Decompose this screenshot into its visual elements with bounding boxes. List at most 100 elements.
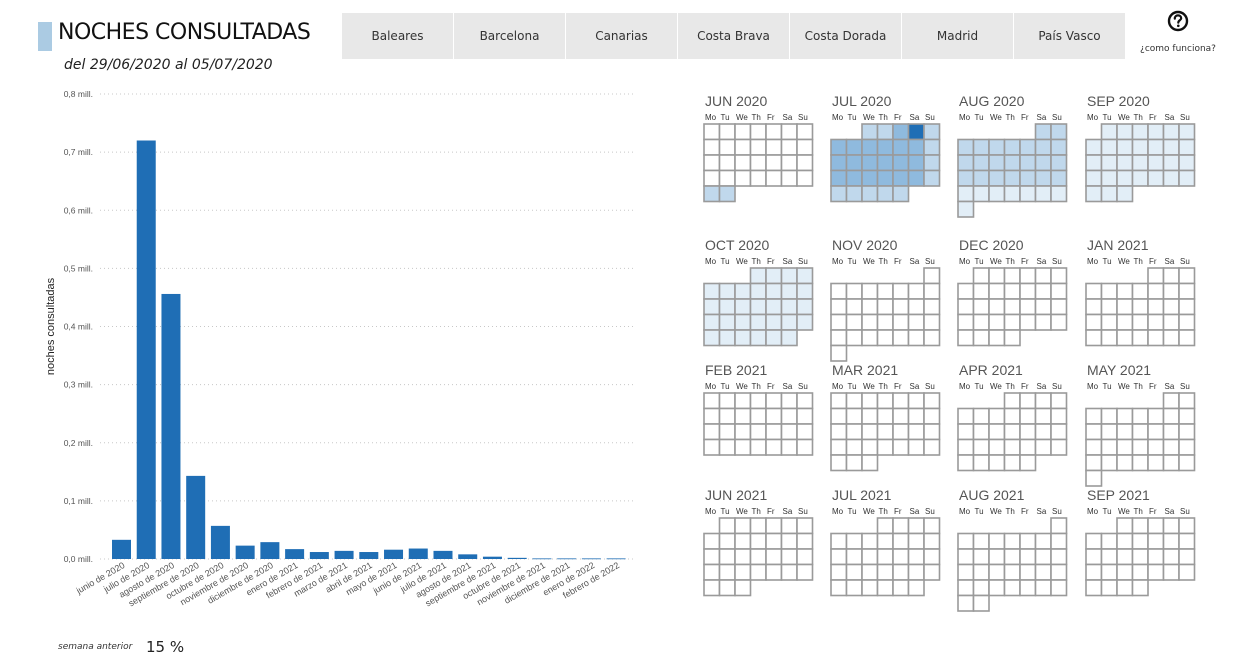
calendar-day-cell[interactable] [780,169,798,187]
calendar-day-cell[interactable] [1147,548,1165,566]
calendar-day-cell[interactable] [1178,267,1196,285]
calendar-day-cell[interactable] [765,313,783,331]
calendar-day-cell[interactable] [1178,517,1196,535]
calendar-day-cell[interactable] [957,200,975,218]
calendar-day-cell[interactable] [1178,423,1196,441]
calendar-day-cell[interactable] [1034,407,1052,425]
calendar-day-cell[interactable] [1131,517,1149,535]
calendar-day-cell[interactable] [1147,267,1165,285]
calendar-day-cell[interactable] [718,563,736,581]
calendar-day-cell[interactable] [749,329,767,347]
tab-costa-brava[interactable]: Costa Brava [678,13,790,59]
calendar-day-cell[interactable] [1050,532,1068,550]
bar[interactable] [557,558,577,560]
calendar-day-cell[interactable] [1003,329,1021,347]
calendar-day-cell[interactable] [892,185,910,203]
bar[interactable] [334,550,354,559]
calendar-day-cell[interactable] [1050,123,1068,141]
calendar-day-cell[interactable] [907,282,925,300]
calendar-day-cell[interactable] [1147,282,1165,300]
calendar-day-cell[interactable] [780,282,798,300]
calendar-day-cell[interactable] [1147,517,1165,535]
calendar-day-cell[interactable] [765,438,783,456]
calendar-day-cell[interactable] [876,407,894,425]
calendar-day-cell[interactable] [765,423,783,441]
calendar-day-cell[interactable] [1162,267,1180,285]
calendar-day-cell[interactable] [972,548,990,566]
calendar-day-cell[interactable] [988,548,1006,566]
calendar-day-cell[interactable] [1003,548,1021,566]
calendar-day-cell[interactable] [1003,185,1021,203]
tab-baleares[interactable]: Baleares [342,13,454,59]
calendar-day-cell[interactable] [1019,282,1037,300]
calendar-day-cell[interactable] [1131,154,1149,172]
calendar-day-cell[interactable] [780,313,798,331]
calendar-day-cell[interactable] [957,282,975,300]
calendar-day-cell[interactable] [1162,154,1180,172]
calendar-day-cell[interactable] [1050,138,1068,156]
calendar-day-cell[interactable] [1034,532,1052,550]
calendar-day-cell[interactable] [749,423,767,441]
calendar-day-cell[interactable] [1050,548,1068,566]
calendar-day-cell[interactable] [830,548,848,566]
calendar-day-cell[interactable] [1116,548,1134,566]
calendar-day-cell[interactable] [892,579,910,597]
calendar-day-cell[interactable] [1003,169,1021,187]
calendar-day-cell[interactable] [923,563,941,581]
calendar-day-cell[interactable] [1116,185,1134,203]
calendar-day-cell[interactable] [734,282,752,300]
calendar-day-cell[interactable] [1085,138,1103,156]
calendar-day-cell[interactable] [1019,169,1037,187]
calendar-day-cell[interactable] [830,438,848,456]
calendar-day-cell[interactable] [718,185,736,203]
calendar-day-cell[interactable] [765,154,783,172]
calendar-day-cell[interactable] [1019,298,1037,316]
calendar-day-cell[interactable] [1034,579,1052,597]
calendar-day-cell[interactable] [718,392,736,410]
calendar-day-cell[interactable] [830,138,848,156]
calendar-day-cell[interactable] [830,407,848,425]
calendar-day-cell[interactable] [1003,423,1021,441]
bar[interactable] [482,556,502,559]
calendar-day-cell[interactable] [1034,138,1052,156]
calendar-day-cell[interactable] [1100,563,1118,581]
calendar-day-cell[interactable] [957,185,975,203]
calendar-day-cell[interactable] [988,154,1006,172]
calendar-day-cell[interactable] [765,329,783,347]
calendar-day-cell[interactable] [861,138,879,156]
calendar-day-cell[interactable] [907,579,925,597]
calendar-day-cell[interactable] [734,329,752,347]
calendar-day-cell[interactable] [1050,423,1068,441]
calendar-day-cell[interactable] [1085,154,1103,172]
calendar-day-cell[interactable] [796,154,814,172]
bar[interactable] [136,140,156,560]
calendar-day-cell[interactable] [1100,185,1118,203]
calendar-day-cell[interactable] [765,548,783,566]
calendar-day-cell[interactable] [1131,282,1149,300]
calendar-day-cell[interactable] [1019,185,1037,203]
calendar-day-cell[interactable] [734,138,752,156]
calendar-day-cell[interactable] [1116,532,1134,550]
calendar-day-cell[interactable] [703,123,721,141]
calendar-day-cell[interactable] [703,532,721,550]
calendar-day-cell[interactable] [718,313,736,331]
calendar-day-cell[interactable] [1050,282,1068,300]
calendar-day-cell[interactable] [1100,123,1118,141]
bar[interactable] [532,558,552,560]
bar[interactable] [606,558,626,560]
calendar-day-cell[interactable] [988,298,1006,316]
calendar-day-cell[interactable] [734,123,752,141]
calendar-day-cell[interactable] [972,298,990,316]
calendar-day-cell[interactable] [845,392,863,410]
calendar-day-cell[interactable] [957,548,975,566]
calendar-day-cell[interactable] [796,123,814,141]
calendar-day-cell[interactable] [972,329,990,347]
calendar-day-cell[interactable] [734,313,752,331]
calendar-day-cell[interactable] [830,313,848,331]
calendar-day-cell[interactable] [718,579,736,597]
calendar-day-cell[interactable] [907,423,925,441]
calendar-day-cell[interactable] [703,407,721,425]
calendar-day-cell[interactable] [1100,454,1118,472]
calendar-day-cell[interactable] [876,329,894,347]
calendar-day-cell[interactable] [1162,298,1180,316]
